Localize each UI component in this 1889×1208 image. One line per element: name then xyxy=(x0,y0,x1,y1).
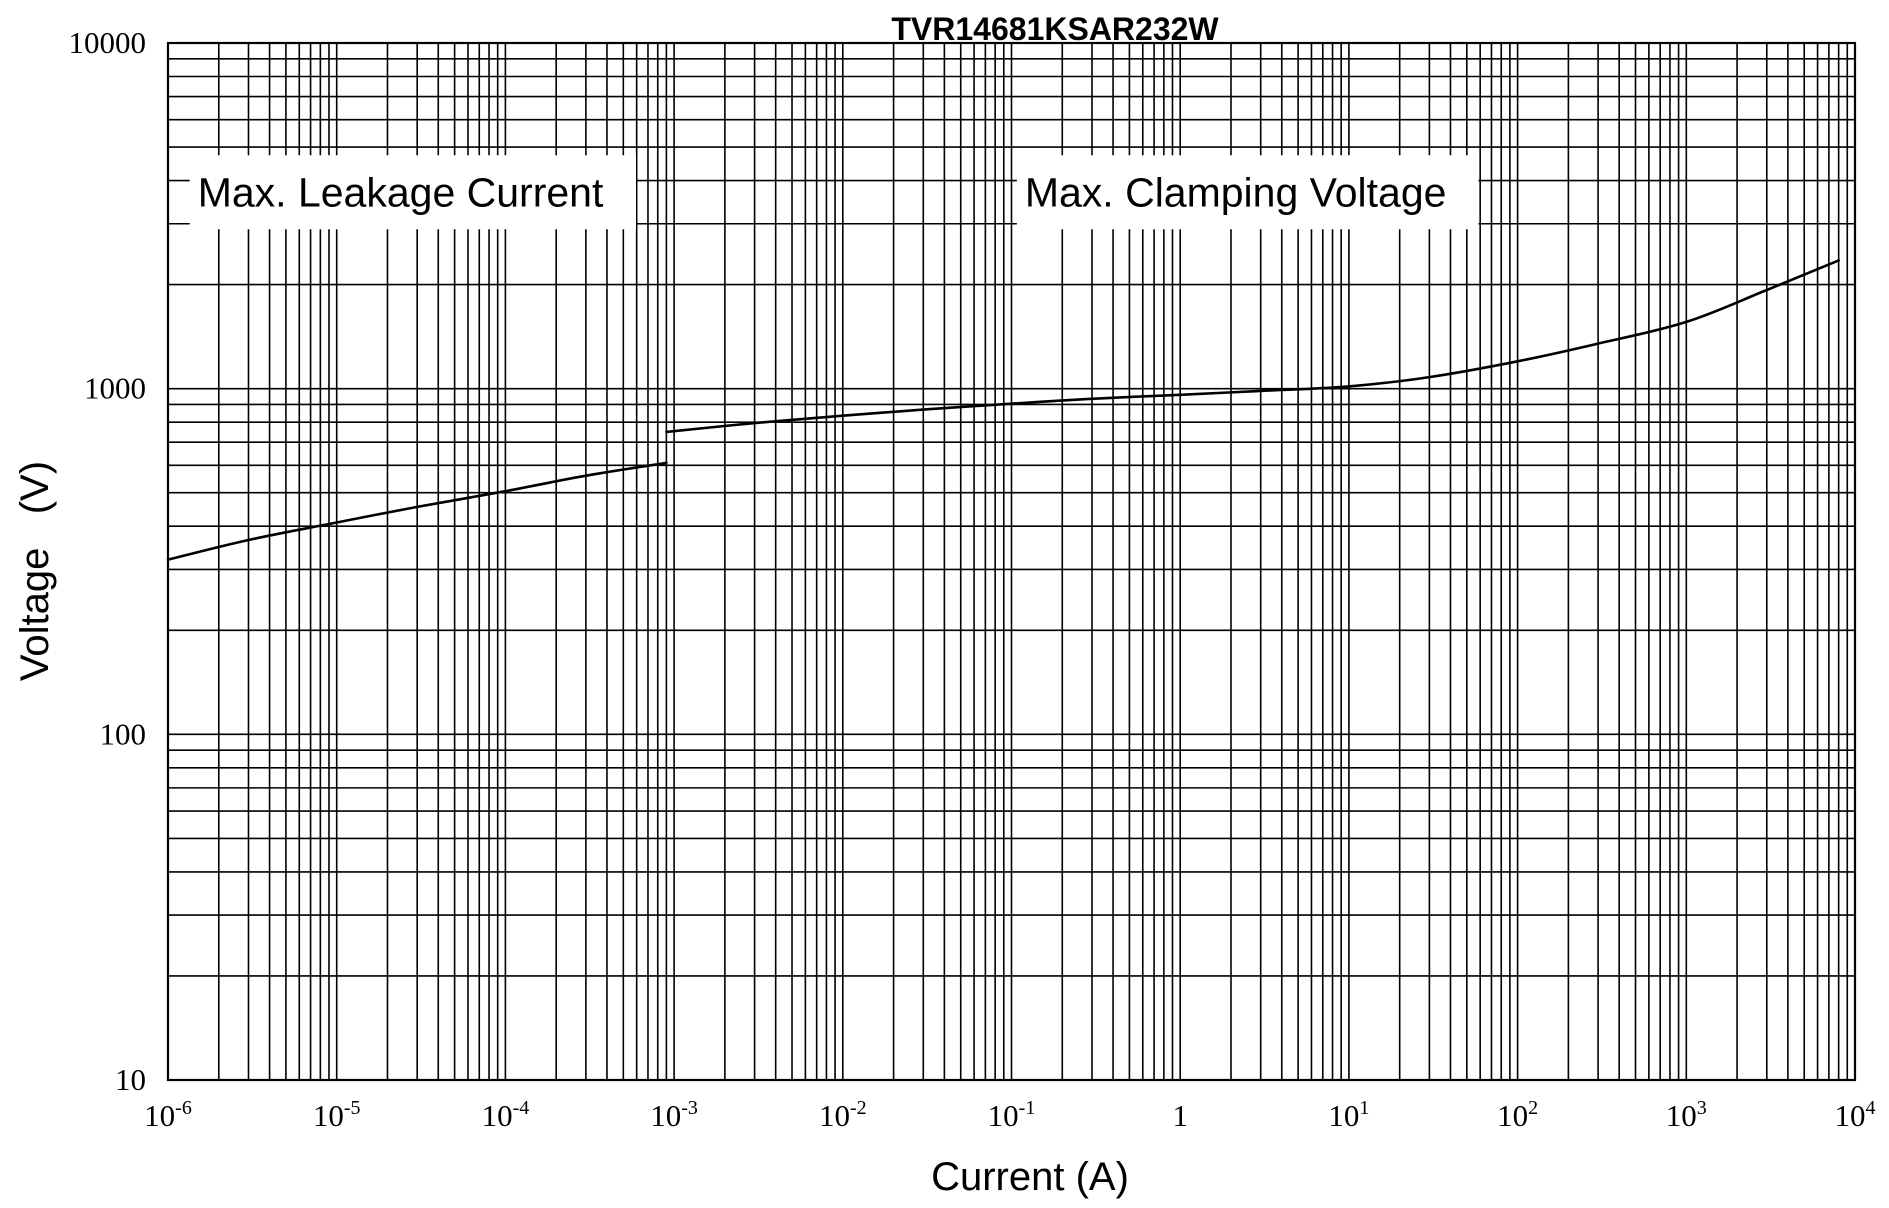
plot-frame xyxy=(166,41,1857,1082)
x-tick-label: 10-6 xyxy=(144,1097,192,1133)
x-tick-label: 10-4 xyxy=(482,1097,530,1133)
chart-title: TVR14681KSAR232W xyxy=(891,11,1219,47)
series-line-2 xyxy=(665,259,1840,434)
y-tick-label: 100 xyxy=(100,716,147,751)
y-tick-label: 1000 xyxy=(84,371,146,406)
x-tick-label: 10-1 xyxy=(988,1097,1036,1133)
x-tick-label: 10-3 xyxy=(650,1097,698,1133)
annotation-label: Max. Leakage Current xyxy=(198,169,604,215)
y-axis-label: Voltage (V) xyxy=(13,461,57,681)
x-tick-label: 103 xyxy=(1666,1097,1707,1133)
x-tick-label: 10-2 xyxy=(819,1097,867,1133)
x-tick-label: 1 xyxy=(1172,1098,1188,1133)
annotation-box xyxy=(1016,155,1479,230)
series-line-1 xyxy=(166,461,668,561)
y-tick-label: 10 xyxy=(115,1062,146,1097)
annotation-box xyxy=(189,155,636,230)
x-tick-label: 102 xyxy=(1497,1097,1538,1133)
x-tick-labels: 10-6 10-5 10-4 10-3 10-2 10-1 1 101 102 103 104 xyxy=(144,1097,1875,1133)
x-tick-label: 101 xyxy=(1328,1097,1369,1133)
annotations: Max. Leakage Current Max. Clamping Voltag… xyxy=(189,155,1479,230)
annotation-label: Max. Clamping Voltage xyxy=(1025,169,1447,215)
y-tick-labels: 10 100 1000 10000 xyxy=(69,25,147,1097)
x-tick-label: 104 xyxy=(1835,1097,1876,1133)
y-tick-label: 10000 xyxy=(69,25,147,60)
x-tick-label: 10-5 xyxy=(313,1097,361,1133)
series xyxy=(166,259,1840,561)
x-axis-label: Current (A) xyxy=(931,1155,1129,1199)
